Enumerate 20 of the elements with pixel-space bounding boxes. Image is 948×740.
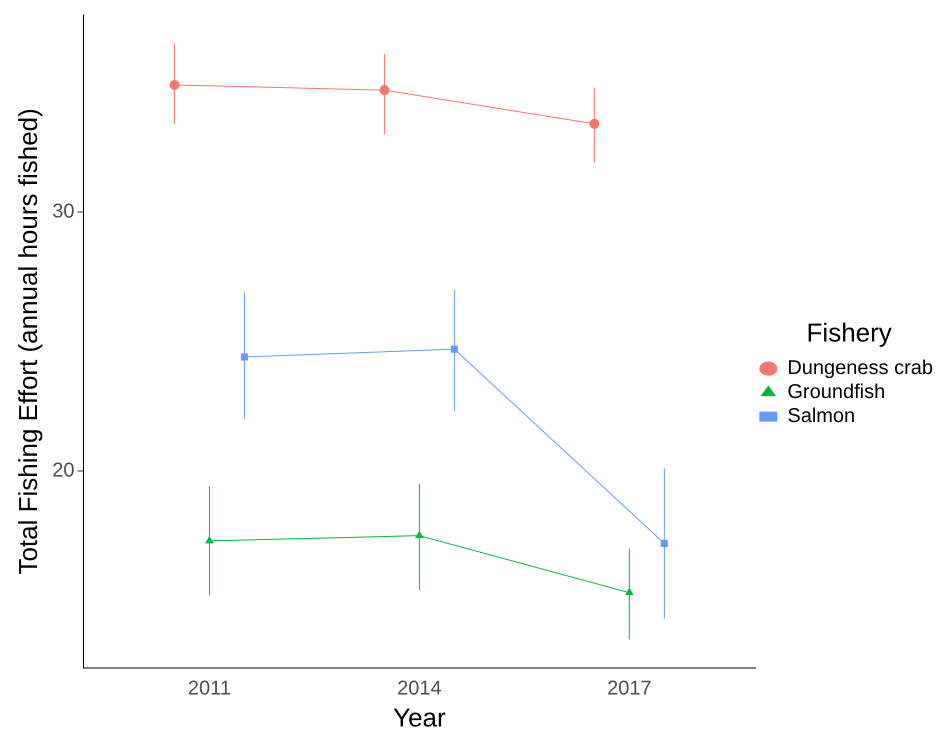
point [415,530,424,538]
point [379,85,390,96]
legend-label: Dungeness crab [787,357,934,380]
x-tick-label: 2017 [607,677,652,700]
point [205,536,214,544]
x-tick-label: 2011 [188,677,231,700]
point [240,353,248,360]
x-tick-label: 2014 [397,677,442,700]
point [450,346,458,353]
legend-label: Groundfish [787,381,886,404]
y-axis-title: Total Fishing Effort (annual hours fished) [12,108,43,575]
point [660,540,668,547]
point [625,588,634,596]
point [169,80,180,90]
x-axis-title: Year [393,702,446,733]
legend-title: Fishery [806,318,892,348]
y-tick-label: 30 [52,200,74,222]
legend-label: Salmon [787,405,856,428]
y-tick-label: 20 [52,459,74,482]
point [589,118,600,129]
